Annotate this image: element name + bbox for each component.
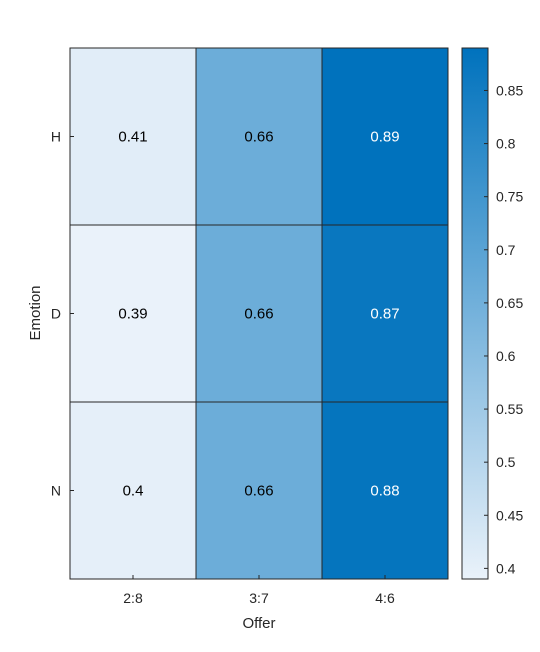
- y-tick-label: N: [51, 483, 61, 499]
- y-axis-label: Emotion: [27, 285, 44, 340]
- x-axis-label: Offer: [242, 615, 275, 632]
- cell-value-label: 0.88: [370, 483, 399, 500]
- cell-value-label: 0.66: [244, 306, 273, 323]
- colorbar: [461, 47, 489, 580]
- heatmap-cell-D-2-8: [69, 224, 197, 403]
- cell-value-label: 0.41: [118, 129, 147, 146]
- x-tick-label: 2:8: [123, 590, 143, 606]
- colorbar-tick-label: 0.4: [496, 560, 516, 576]
- x-tick-label: 3:7: [249, 590, 269, 606]
- heatmap-cell-H-2-8: [69, 47, 197, 226]
- y-axis-ticks: H D N: [51, 129, 74, 499]
- heatmap-cell-N-3-7: [195, 401, 323, 580]
- cell-value-label: 0.66: [244, 129, 273, 146]
- cell-value-label: 0.39: [118, 306, 147, 323]
- cell-value-label: 0.66: [244, 483, 273, 500]
- colorbar-ticks: 0.4 0.45 0.5 0.55 0.6 0.65 0.7 0.75 0.8 0.85: [484, 82, 523, 576]
- colorbar-tick-label: 0.65: [496, 295, 523, 311]
- colorbar-tick-label: 0.85: [496, 82, 523, 98]
- heatmap-cell-D-4-6: [321, 224, 449, 403]
- heatmap-cells: 0.41 0.66 0.89 0.39 0.66 0.87 0.4 0.66 0.88: [69, 47, 449, 580]
- cell-value-label: 0.87: [370, 306, 399, 323]
- colorbar-tick-label: 0.8: [496, 136, 516, 152]
- x-axis-ticks: 2:8 3:7 4:6: [123, 575, 395, 606]
- colorbar-tick-label: 0.7: [496, 242, 516, 258]
- cell-value-label: 0.89: [370, 129, 399, 146]
- y-tick-label: D: [51, 306, 61, 322]
- colorbar-tick-label: 0.6: [496, 348, 516, 364]
- cell-value-label: 0.4: [123, 483, 144, 500]
- colorbar-tick-label: 0.5: [496, 454, 516, 470]
- colorbar-tick-label: 0.45: [496, 507, 523, 523]
- colorbar-tick-label: 0.55: [496, 401, 523, 417]
- x-tick-label: 4:6: [375, 590, 395, 606]
- colorbar-tick-label: 0.75: [496, 189, 523, 205]
- heatmap-cell-N-2-8: [69, 401, 197, 580]
- heatmap-cell-H-3-7: [195, 47, 323, 226]
- y-tick-label: H: [51, 129, 61, 145]
- heatmap-cell-D-3-7: [195, 224, 323, 403]
